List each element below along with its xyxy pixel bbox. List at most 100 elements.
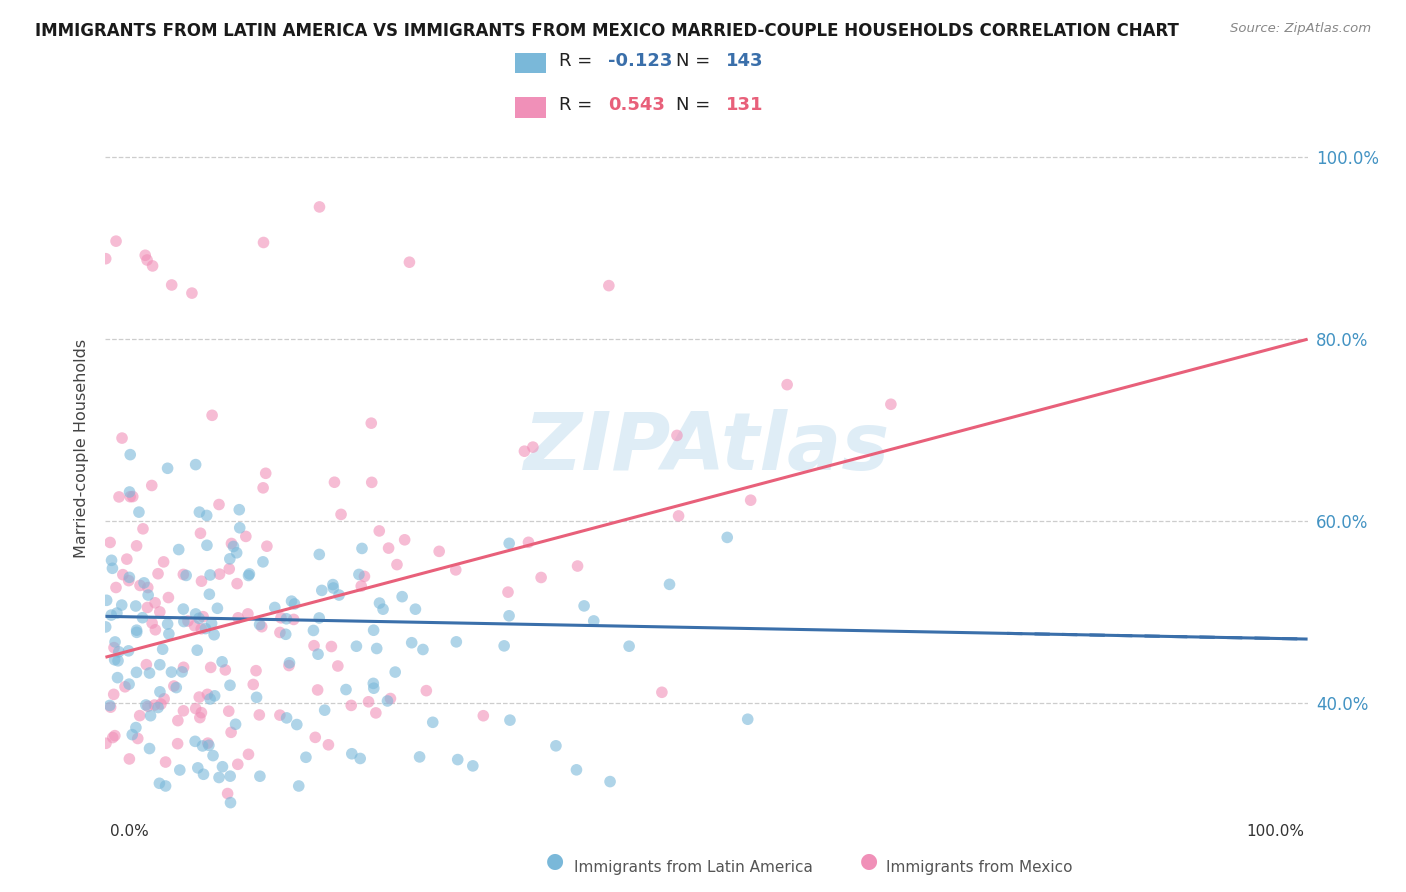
Point <box>94 620 117 634</box>
Point <box>108 490 131 504</box>
Point <box>165 681 187 695</box>
Point <box>280 594 302 608</box>
Point <box>221 536 243 550</box>
Point <box>172 704 194 718</box>
Text: ●: ● <box>547 851 564 871</box>
Point <box>118 574 141 588</box>
Point <box>304 731 326 745</box>
Point <box>350 541 373 556</box>
Point <box>326 659 349 673</box>
Point <box>193 767 215 781</box>
Point <box>737 712 759 726</box>
Point <box>217 787 239 801</box>
Point <box>225 717 247 731</box>
Point <box>276 711 298 725</box>
Bar <box>516 97 547 118</box>
Point <box>148 776 170 790</box>
Point <box>668 508 690 523</box>
Point <box>226 757 249 772</box>
Point <box>252 481 274 495</box>
Point <box>283 612 305 626</box>
Point <box>128 708 150 723</box>
Point <box>366 641 388 656</box>
Point <box>184 701 207 715</box>
Point <box>219 725 242 739</box>
Point <box>100 553 122 567</box>
Point <box>498 608 520 623</box>
Point <box>115 552 138 566</box>
Point <box>242 677 264 691</box>
Point <box>328 588 350 602</box>
Point <box>218 562 240 576</box>
Point <box>278 656 301 670</box>
Point <box>156 617 179 632</box>
Point <box>136 252 159 267</box>
Point <box>247 707 270 722</box>
Point <box>364 706 387 720</box>
Point <box>222 540 245 554</box>
Point <box>136 600 159 615</box>
Point <box>494 639 516 653</box>
Point <box>157 591 180 605</box>
Text: 0.0%: 0.0% <box>110 824 149 838</box>
Text: N =: N = <box>676 53 716 70</box>
Point <box>235 529 257 543</box>
Point <box>599 774 621 789</box>
Point <box>665 428 688 442</box>
Point <box>177 614 200 628</box>
Point <box>308 548 330 562</box>
Point <box>330 508 353 522</box>
Point <box>276 612 298 626</box>
Point <box>447 753 470 767</box>
Point <box>496 585 519 599</box>
Point <box>349 751 371 765</box>
Point <box>172 665 194 679</box>
Point <box>377 541 399 555</box>
Point <box>198 739 221 753</box>
Point <box>149 685 172 699</box>
Text: 143: 143 <box>725 53 763 70</box>
Point <box>118 677 141 691</box>
Point <box>188 710 211 724</box>
Point <box>740 493 762 508</box>
Point <box>214 663 236 677</box>
Point <box>136 581 159 595</box>
Point <box>198 587 221 601</box>
Point <box>582 614 605 628</box>
Point <box>226 576 249 591</box>
Point <box>100 700 122 714</box>
Point <box>111 598 134 612</box>
Point <box>188 505 211 519</box>
Text: 100.0%: 100.0% <box>1247 824 1305 838</box>
Point <box>238 747 260 762</box>
Point <box>191 609 214 624</box>
Point <box>567 559 589 574</box>
Text: -0.123: -0.123 <box>609 53 672 70</box>
Point <box>180 286 202 301</box>
Point <box>198 692 221 706</box>
Point <box>194 622 217 636</box>
Point <box>152 555 174 569</box>
Point <box>125 599 148 613</box>
Point <box>125 665 148 680</box>
Point <box>219 769 242 783</box>
Point <box>143 596 166 610</box>
Point <box>202 748 225 763</box>
Point <box>125 721 148 735</box>
Point <box>195 508 218 523</box>
Point <box>658 577 681 591</box>
Point <box>131 610 153 624</box>
Point <box>415 683 437 698</box>
Point <box>118 485 141 500</box>
Point <box>295 750 318 764</box>
Text: Immigrants from Mexico: Immigrants from Mexico <box>886 860 1073 874</box>
Y-axis label: Married-couple Households: Married-couple Households <box>73 339 89 558</box>
Point <box>308 200 330 214</box>
Point <box>311 583 333 598</box>
Point <box>269 708 291 723</box>
Point <box>197 687 219 701</box>
Point <box>371 602 394 616</box>
Point <box>190 706 212 720</box>
Point <box>219 678 242 692</box>
Point <box>238 568 260 582</box>
